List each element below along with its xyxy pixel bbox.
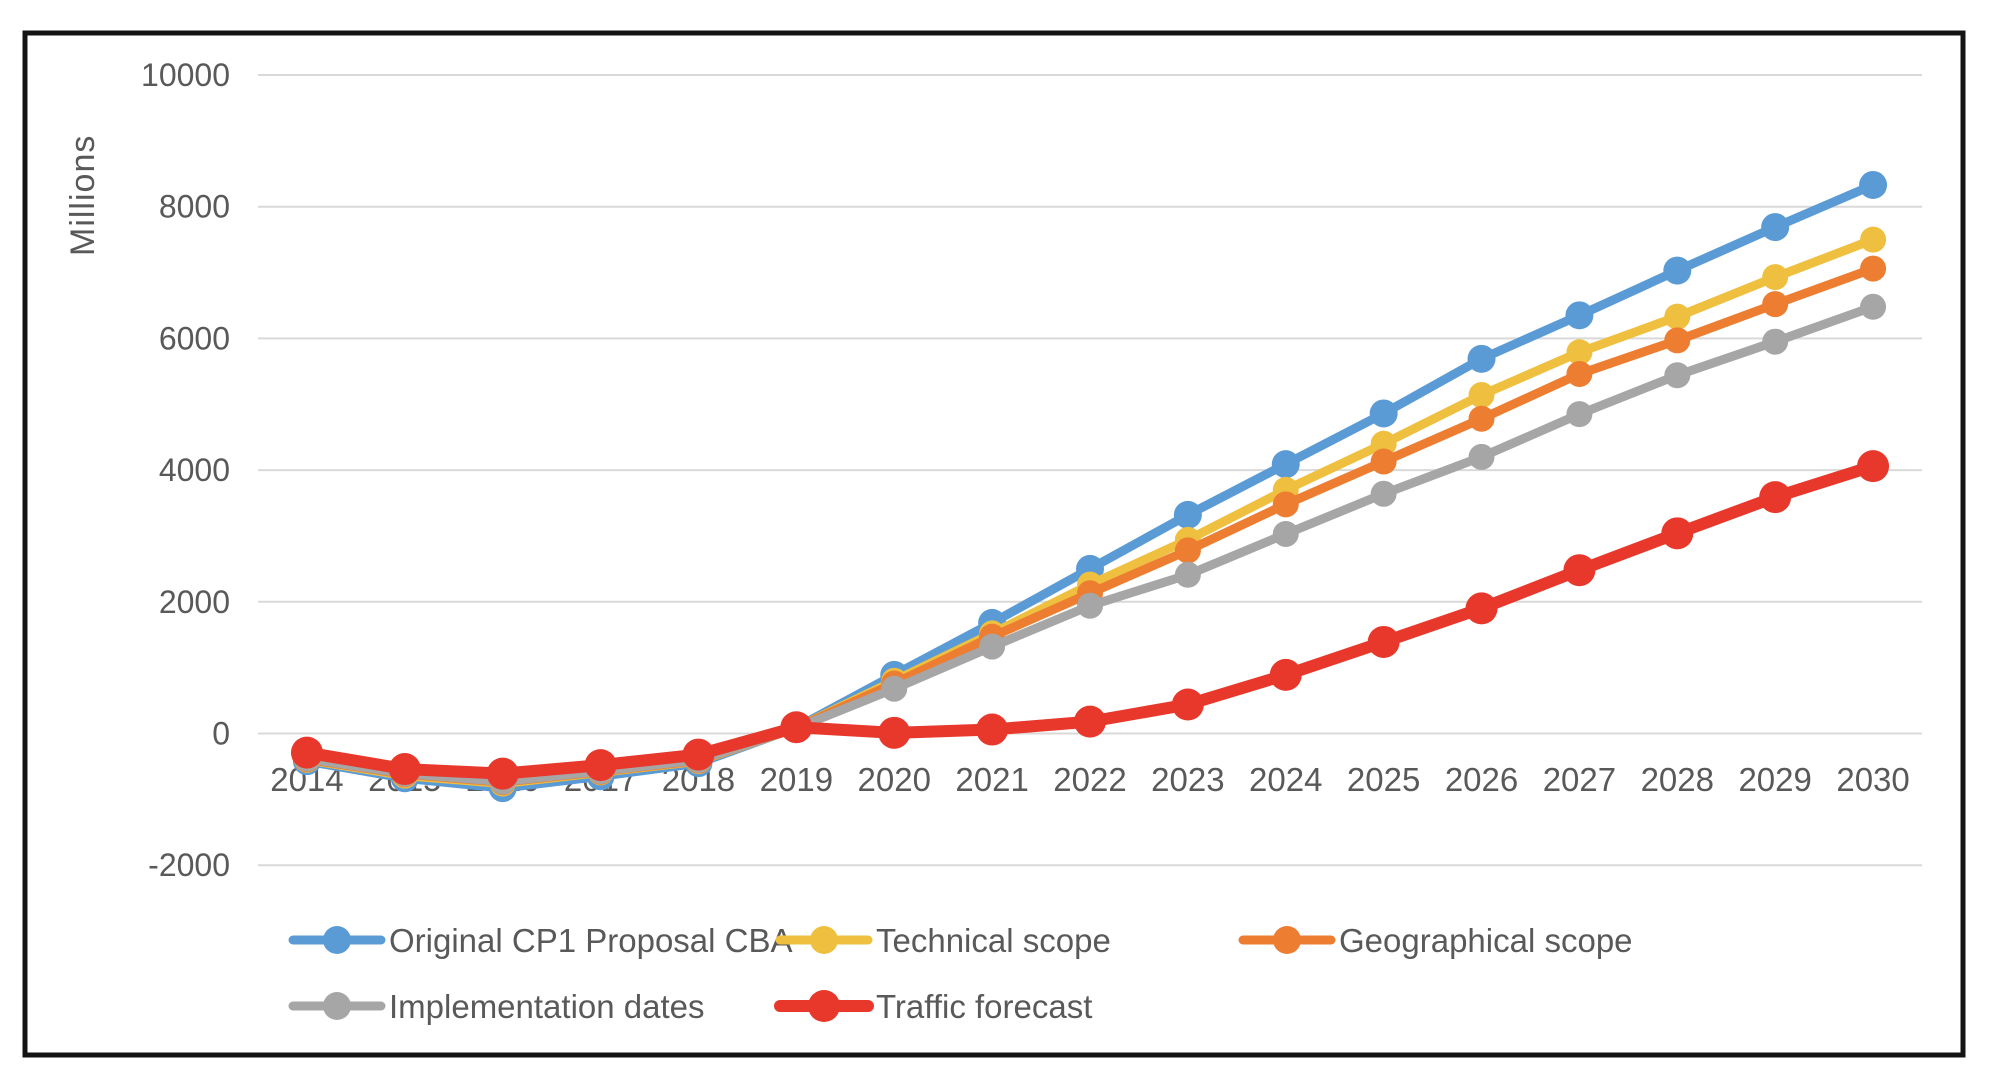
data-point-marker (584, 749, 617, 782)
data-point-marker (976, 713, 1009, 746)
y-axis-title: Millions (64, 134, 102, 256)
data-point-marker (1563, 554, 1596, 587)
data-point-marker (1370, 430, 1397, 457)
legend: Original CP1 Proposal CBA Technical scope… (288, 922, 1633, 1025)
data-point-marker (1566, 339, 1593, 366)
data-point-marker (1663, 256, 1692, 285)
legend-item-geographical-scope: Geographical scope (1238, 922, 1633, 959)
legend-label: Implementation dates (389, 988, 705, 1025)
legend-label: Original CP1 Proposal CBA (389, 922, 793, 959)
data-point-marker (1661, 517, 1694, 550)
legend-label: Technical scope (876, 922, 1111, 959)
data-point-marker (1272, 491, 1299, 518)
data-point-marker (1370, 448, 1397, 475)
x-tick-label-2027: 2027 (1543, 761, 1616, 798)
legend-marker-icon (323, 926, 351, 954)
x-tick-label-2024: 2024 (1249, 761, 1322, 798)
y-tick-label: -2000 (148, 847, 230, 883)
data-point-marker (1859, 170, 1888, 199)
y-tick-label: 2000 (159, 584, 230, 620)
data-point-marker (1468, 405, 1495, 432)
data-point-marker (979, 633, 1006, 660)
data-point-marker (388, 753, 421, 786)
data-point-marker (1465, 592, 1498, 625)
x-tick-label-2026: 2026 (1445, 761, 1518, 798)
data-point-marker (1468, 382, 1495, 409)
x-tick-label-2023: 2023 (1151, 761, 1224, 798)
gridlines (258, 74, 1922, 867)
series-traffic-forecast (290, 450, 1890, 790)
y-tick-label: 4000 (159, 452, 230, 488)
data-point-marker (1566, 401, 1593, 428)
data-point-marker (1269, 658, 1302, 691)
data-point-marker (486, 757, 519, 790)
data-point-marker (881, 675, 908, 702)
data-point-marker (1761, 213, 1790, 242)
legend-item-traffic-forecast: Traffic forecast (774, 988, 1092, 1025)
legend-item-original-cp1-proposal-cba: Original CP1 Proposal CBA (288, 922, 793, 959)
data-point-marker (1077, 592, 1103, 619)
x-tick-label-2021: 2021 (955, 761, 1028, 798)
data-point-marker (1762, 264, 1789, 291)
legend-label: Geographical scope (1339, 922, 1633, 959)
data-point-marker (1857, 450, 1890, 483)
data-point-marker (1664, 303, 1691, 330)
legend-marker-icon (808, 990, 840, 1022)
data-point-marker (1759, 481, 1792, 514)
data-point-marker (1369, 399, 1398, 428)
data-point-marker (1468, 443, 1495, 470)
x-tick-label-2029: 2029 (1738, 761, 1811, 798)
x-tick-label-2022: 2022 (1053, 761, 1126, 798)
data-point-marker (1370, 480, 1397, 507)
data-point-marker (1860, 255, 1887, 282)
data-point-marker (1174, 537, 1201, 564)
y-tick-label: 6000 (159, 320, 230, 356)
data-point-marker (1566, 360, 1593, 387)
data-point-marker (682, 738, 715, 771)
y-tick-label: 10000 (141, 57, 230, 93)
data-point-marker (1367, 625, 1400, 658)
x-tick-label-2025: 2025 (1347, 761, 1420, 798)
data-point-marker (1074, 705, 1106, 738)
data-point-marker (1762, 291, 1789, 318)
data-point-marker (1860, 293, 1887, 320)
y-tick-label: 8000 (159, 189, 230, 225)
x-tick-label-2028: 2028 (1641, 761, 1714, 798)
x-tick-label-2030: 2030 (1836, 761, 1909, 798)
legend-marker-icon (1273, 926, 1301, 954)
legend-item-technical-scope: Technical scope (775, 922, 1111, 959)
data-point-marker (1271, 450, 1300, 479)
data-point-marker (1467, 344, 1496, 373)
data-point-marker (1664, 327, 1691, 354)
legend-label: Traffic forecast (876, 988, 1092, 1025)
data-point-marker (1664, 362, 1691, 389)
data-point-marker (1762, 328, 1789, 355)
data-point-marker (780, 711, 813, 744)
legend-item-implementation-dates: Implementation dates (288, 988, 705, 1025)
data-point-marker (878, 716, 911, 749)
data-point-marker (1565, 301, 1594, 330)
legend-marker-icon (810, 926, 838, 954)
x-tick-label-2019: 2019 (760, 761, 833, 798)
data-point-marker (1174, 561, 1201, 588)
data-point-marker (1173, 500, 1202, 529)
y-axis-tick-labels: -2000 0 2000 4000 6000 8000 10000 (141, 57, 230, 883)
x-tick-label-2020: 2020 (858, 761, 931, 798)
data-point-marker (290, 736, 323, 769)
data-point-marker (1860, 226, 1887, 253)
data-point-marker (1272, 520, 1299, 547)
legend-marker-icon (323, 992, 351, 1020)
y-tick-label: 0 (212, 716, 230, 752)
data-point-marker (1171, 688, 1204, 721)
